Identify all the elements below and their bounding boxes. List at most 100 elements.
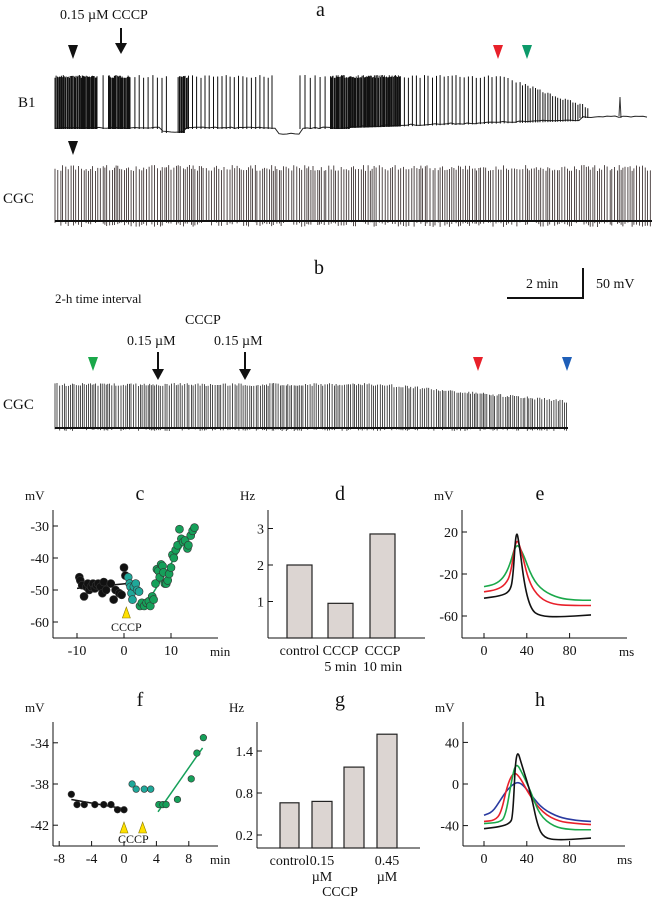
- panel-h-y-label: mV: [435, 700, 455, 715]
- cccp-annotation: CCCP: [118, 832, 149, 846]
- category-label: 5 min: [324, 660, 356, 675]
- action-potential-trace: [483, 753, 592, 841]
- x-tick-label: 0: [121, 852, 128, 867]
- data-point: [175, 524, 184, 534]
- data-point: [101, 585, 111, 595]
- category-label: CCCP: [365, 644, 401, 659]
- panel-b-letter: b: [314, 257, 324, 279]
- panel-f-x-label: min: [210, 852, 231, 867]
- data-point: [187, 775, 195, 783]
- data-point: [132, 785, 140, 793]
- panel-c-x-label: min: [210, 644, 231, 659]
- panel-c-y-label: mV: [25, 488, 45, 503]
- red-marker-b1: [493, 45, 503, 59]
- black-marker-b1: [68, 45, 78, 59]
- panel-d-y-label: Hz: [240, 488, 255, 503]
- panel-d-letter: d: [335, 483, 345, 505]
- y-tick-label: 0: [452, 778, 459, 793]
- data-point: [193, 749, 201, 757]
- data-point: [119, 563, 129, 572]
- data-point: [120, 806, 128, 814]
- category-label: control: [270, 854, 310, 869]
- bar: [343, 766, 365, 849]
- red-marker-cgc-b: [473, 357, 483, 371]
- cccp-marker-icon: [119, 821, 129, 834]
- data-point: [184, 540, 193, 550]
- x-tick-label: 4: [153, 852, 160, 867]
- category-label: CCCP: [323, 644, 359, 659]
- panel-f: f mV -34 -38 -42 -8 -4 0 4 8 min CCCP: [25, 689, 231, 867]
- y-tick-label: -50: [30, 584, 49, 599]
- data-point: [199, 734, 207, 742]
- green-marker-b1: [522, 45, 532, 59]
- data-point: [173, 795, 182, 804]
- scale-bar: [507, 268, 584, 299]
- x-tick-label: 40: [520, 852, 534, 867]
- category-label: µM: [377, 870, 398, 885]
- y-tick-label: -34: [30, 737, 49, 752]
- data-point: [79, 592, 89, 601]
- data-point: [190, 523, 199, 532]
- bar: [311, 800, 333, 849]
- panel-e: e mV 20 -20 -60 0 40 80 ms: [434, 483, 634, 659]
- x-tick-label: -4: [86, 852, 98, 867]
- panel-h: h mV 40 0 -40 0 40 80 ms: [435, 689, 632, 867]
- panel-b-drug-label: CCCP: [185, 313, 221, 328]
- data-point: [166, 563, 176, 572]
- data-point: [128, 780, 136, 788]
- y-tick-label: -42: [30, 819, 49, 834]
- data-point: [100, 800, 108, 809]
- data-point: [113, 806, 122, 814]
- x-tick-label: 8: [185, 852, 192, 867]
- panel-g-y-label: Hz: [229, 700, 244, 715]
- cccp-annotation: CCCP: [111, 620, 142, 634]
- category-label: 0.45: [375, 854, 400, 869]
- data-point: [140, 785, 148, 793]
- time-interval-label: 2-h time interval: [55, 291, 142, 306]
- y-tick-label: 0.8: [236, 787, 254, 802]
- bar: [376, 733, 398, 849]
- x-tick-label: 80: [563, 644, 577, 659]
- dose-label-1: 0.15 µM: [127, 334, 176, 349]
- data-point: [149, 595, 158, 604]
- panel-e-y-label: mV: [434, 488, 454, 503]
- data-point: [162, 800, 170, 809]
- category-group-label: CCCP: [322, 885, 358, 900]
- panel-h-x-label: ms: [617, 852, 632, 867]
- action-potential-trace: [483, 781, 592, 823]
- y-tick-label: -30: [30, 520, 49, 535]
- action-potential-trace: [483, 772, 592, 826]
- green-marker-cgc-b: [88, 357, 98, 371]
- y-tick-label: 2: [257, 559, 264, 574]
- category-label: control: [280, 644, 320, 659]
- x-tick-label: 0: [481, 644, 488, 659]
- y-tick-label: 40: [445, 736, 459, 751]
- black-marker-cgc: [68, 141, 78, 155]
- y-tick-label: -40: [440, 820, 459, 835]
- panel-f-y-label: mV: [25, 700, 45, 715]
- panel-a-drug-label: 0.15 µM CCCP: [60, 8, 148, 23]
- cgc-trace-label-a: CGC: [3, 191, 34, 207]
- y-tick-label: 1: [257, 596, 264, 611]
- data-point: [128, 595, 137, 604]
- b1-trace-label: B1: [18, 95, 36, 111]
- y-tick-label: 1.4: [236, 745, 254, 760]
- panel-e-letter: e: [536, 483, 545, 505]
- cccp-arrow-a-head: [115, 43, 127, 54]
- data-point: [107, 800, 115, 809]
- panel-c: c mV -30 -40 -50 -60 -10 0 10 min CCCP: [25, 483, 231, 659]
- x-tick-label: -8: [53, 852, 65, 867]
- y-tick-label: -60: [439, 610, 458, 625]
- y-tick-label: -40: [30, 552, 49, 567]
- action-potential-trace: [483, 533, 592, 618]
- b1-trace-spikes: [54, 75, 589, 133]
- y-tick-label: -20: [439, 568, 458, 583]
- y-tick-label: 0.2: [236, 829, 254, 844]
- data-point: [147, 785, 155, 793]
- cccp-marker-icon: [138, 821, 148, 834]
- data-point: [73, 800, 81, 809]
- y-tick-label: -38: [30, 778, 49, 793]
- category-label: µM: [312, 870, 333, 885]
